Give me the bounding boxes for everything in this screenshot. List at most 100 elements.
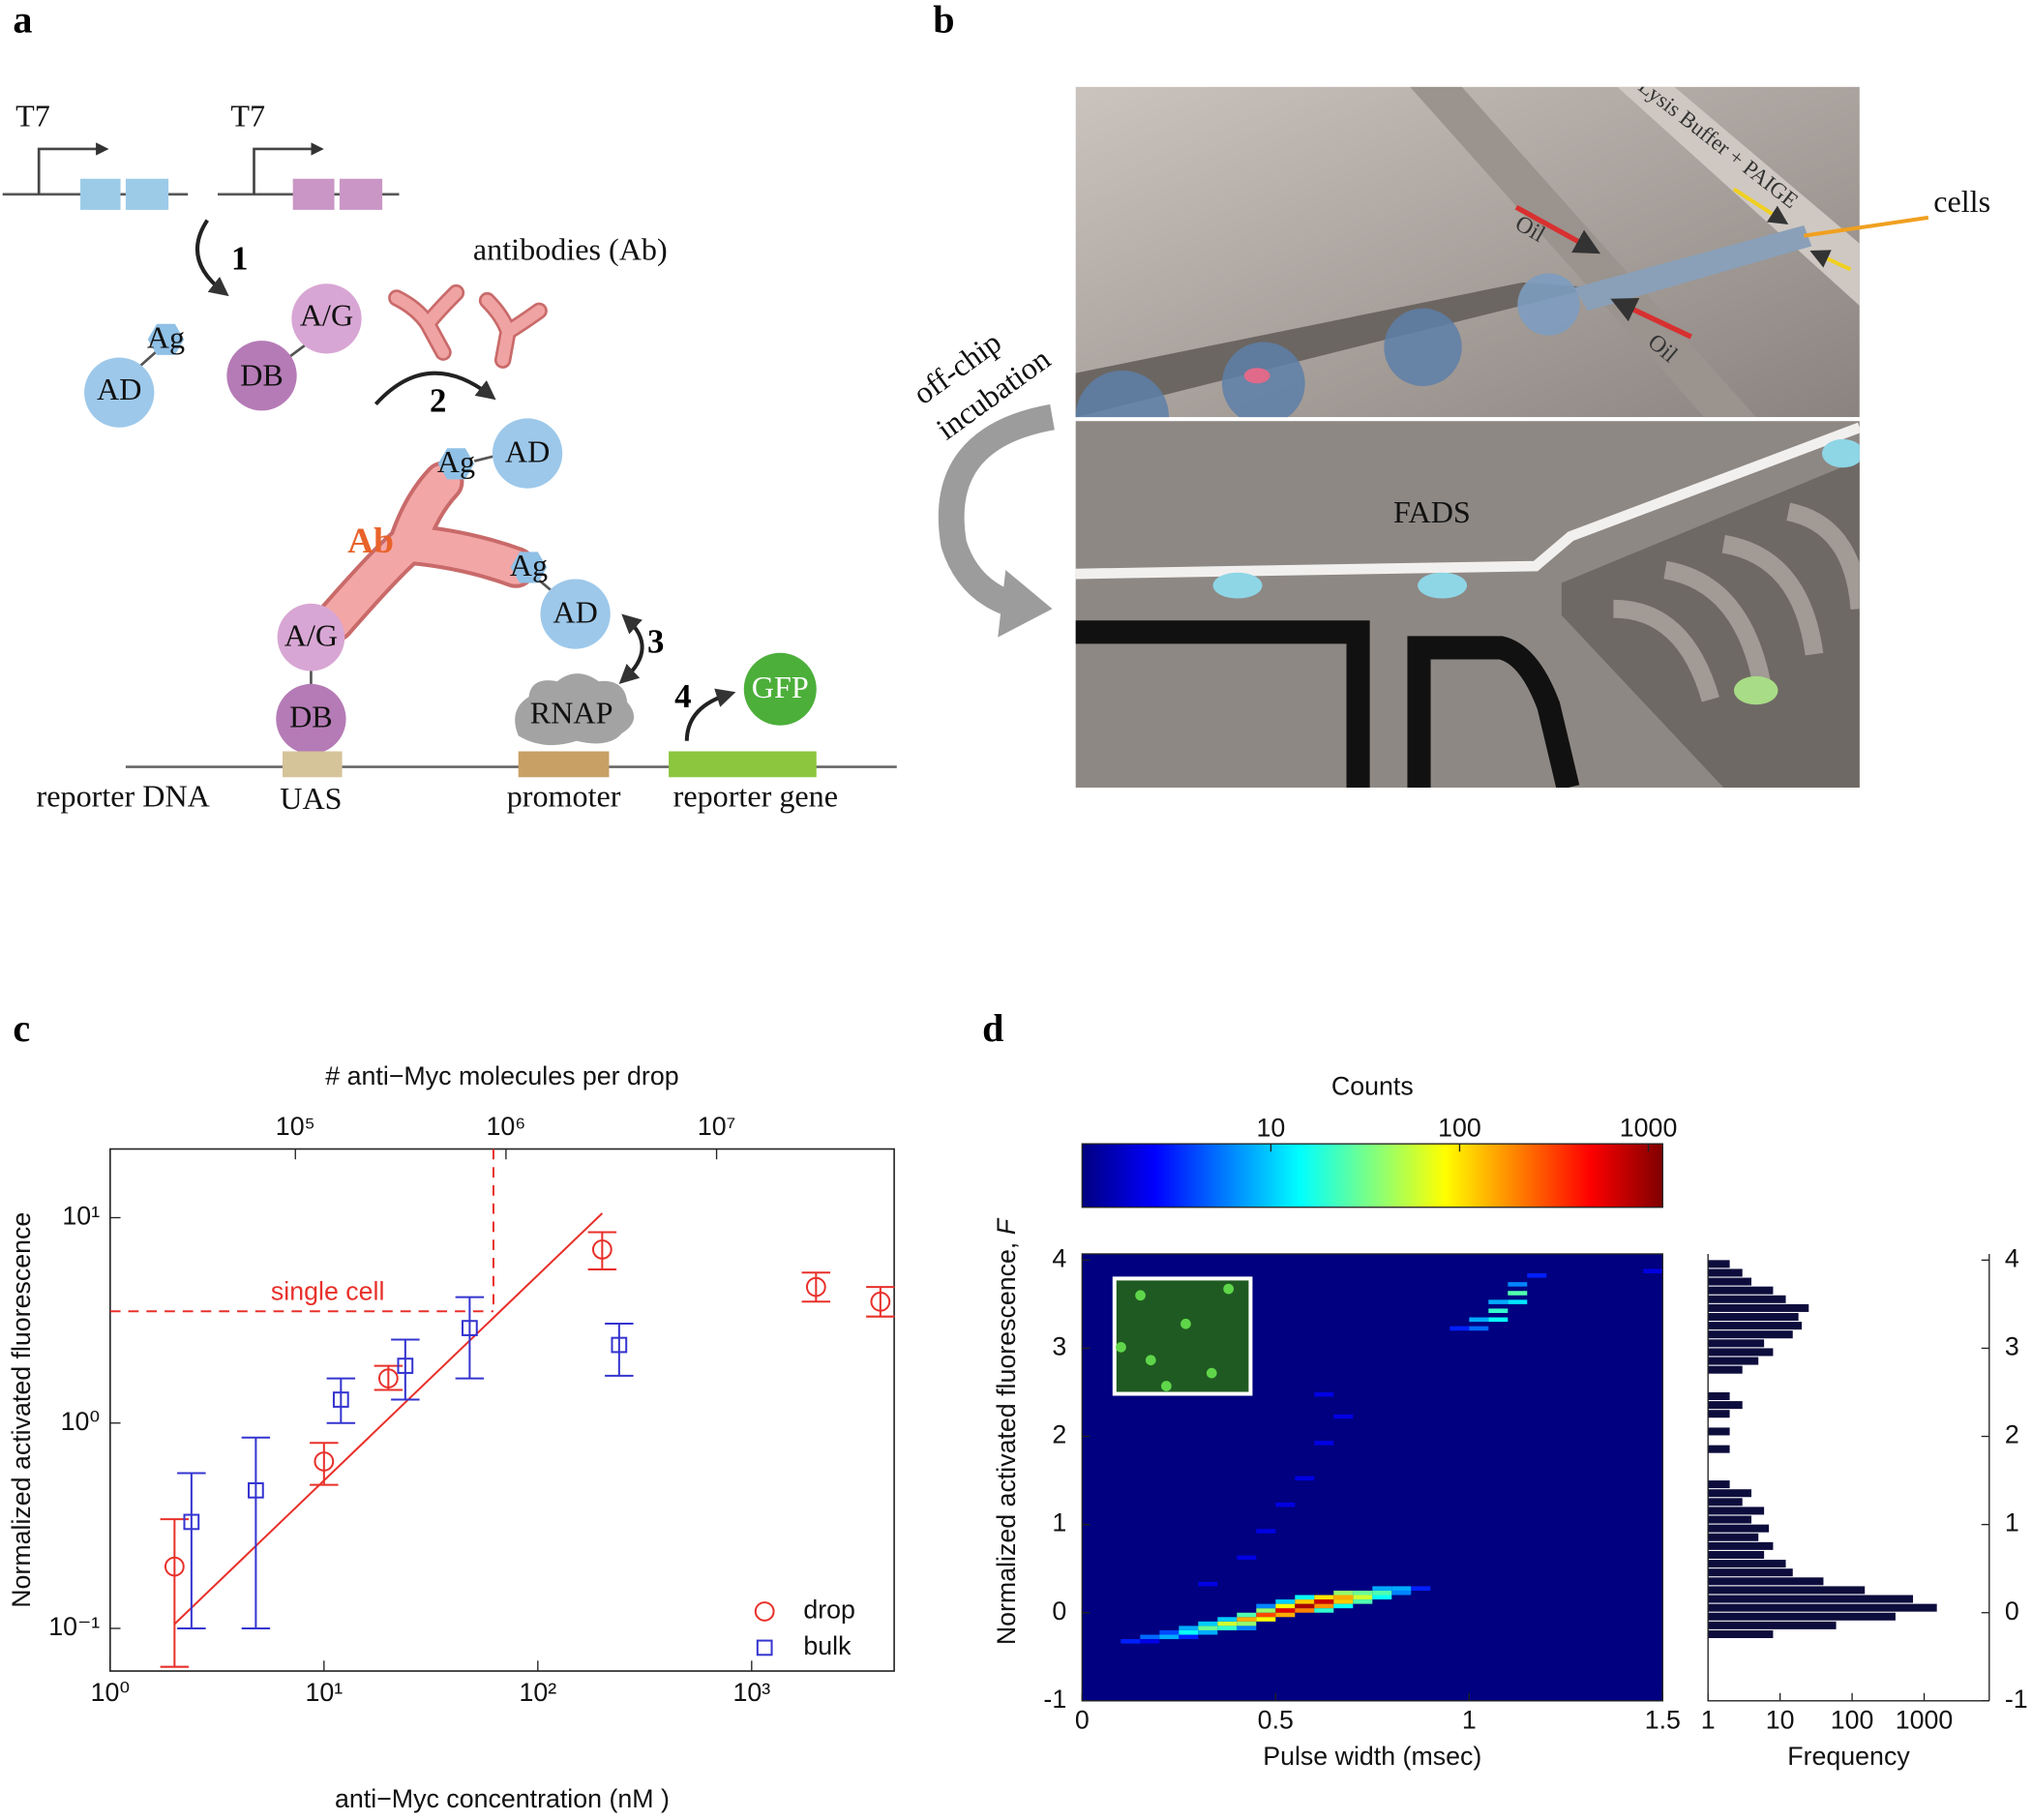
marker: [332, 1391, 349, 1408]
legend-marker: [754, 1601, 775, 1622]
panel-label: b: [933, 0, 954, 41]
label: Ag: [147, 319, 185, 354]
heatmap-cell: [1256, 1612, 1276, 1618]
histogram-bar: [1708, 1322, 1803, 1330]
flow-arrow: [1809, 250, 1852, 272]
y-tick-label: 1: [2005, 1508, 2019, 1537]
inset-dot: [1135, 1290, 1146, 1301]
heatmap-cell: [1237, 1555, 1257, 1561]
arrow: [374, 371, 496, 406]
step: 4: [674, 677, 691, 715]
label: AD: [97, 372, 141, 406]
marker: [591, 1238, 613, 1260]
x-tick-label: 10⁰: [91, 1678, 131, 1707]
y-tick-label: 1: [1052, 1508, 1066, 1537]
heatmap-cell: [1295, 1608, 1315, 1613]
x2-axis-label: # anti−Myc molecules per drop: [325, 1061, 678, 1090]
heatmap-cell: [1449, 1326, 1470, 1331]
colorbar-label: Counts: [1331, 1072, 1414, 1101]
histogram-bar: [1708, 1348, 1774, 1357]
ag-protein: [291, 283, 362, 354]
flow-arrow: [1732, 187, 1789, 224]
y-tick-label: 10⁻¹: [48, 1612, 100, 1641]
heatmap-cell: [1217, 1617, 1238, 1622]
heatmap-cell: [1237, 1621, 1257, 1626]
histogram-bar: [1708, 1507, 1765, 1515]
heatmap-cell: [1372, 1586, 1392, 1591]
chip-top: Lysis Buffer + PAIGE Oil Oil: [1075, 86, 1860, 418]
heatmap-cell: [1159, 1634, 1180, 1640]
heatmap-cell: [1314, 1391, 1334, 1397]
fit-line: [173, 1212, 604, 1626]
x-axis-label: anti−Myc concentration (nM ): [335, 1784, 670, 1813]
histogram-bar: [1708, 1260, 1730, 1268]
heatmap-cell: [1469, 1317, 1489, 1323]
heatmap-cell: [1140, 1634, 1160, 1640]
inset-dot: [1161, 1381, 1172, 1391]
histogram-bar: [1708, 1498, 1743, 1507]
heatmap-cell: [1198, 1621, 1218, 1626]
x2-tick-label: 10⁷: [698, 1112, 735, 1141]
reporter-box: [669, 751, 817, 778]
heatmap-cell: [1275, 1603, 1296, 1609]
heatmap-cell: [1275, 1599, 1296, 1604]
ad-domain: [492, 418, 563, 489]
legend-label: drop: [803, 1596, 855, 1625]
histogram-bar: [1708, 1277, 1752, 1286]
label: Ag: [437, 444, 475, 479]
histogram-bar: [1708, 1268, 1743, 1277]
antibody: [390, 286, 463, 359]
error-bar: [605, 1322, 634, 1377]
panel-label: d: [982, 1006, 1003, 1050]
heatmap-cell: [1333, 1599, 1354, 1604]
curved-arrow: [938, 403, 1056, 619]
channel: [1075, 422, 1860, 580]
heatmap-cell: [1643, 1268, 1663, 1273]
histogram-bar: [1708, 1339, 1765, 1348]
heatmap-cell: [1333, 1414, 1354, 1419]
inset-dot: [1206, 1367, 1217, 1379]
heatmap-cell: [1314, 1603, 1334, 1609]
histogram-bar: [1708, 1391, 1730, 1401]
histogram-bar: [1708, 1357, 1759, 1365]
histogram-bar: [1708, 1365, 1743, 1374]
heatmap-cell: [1488, 1317, 1509, 1323]
label: A/G: [300, 298, 353, 333]
error-bar: [391, 1338, 420, 1401]
heatmap-cell: [1488, 1308, 1509, 1313]
heatmap-cell: [1333, 1595, 1354, 1600]
droplet: [1075, 370, 1170, 418]
histogram-bar: [1708, 1295, 1786, 1303]
arrow: [618, 613, 644, 684]
marker: [462, 1320, 478, 1336]
x2-tick-label: 10⁵: [276, 1112, 315, 1141]
step: 3: [647, 623, 664, 661]
label: UAS: [280, 781, 342, 816]
x-tick-label: 10²: [519, 1678, 556, 1707]
histogram-bar: [1708, 1524, 1770, 1533]
histogram-bar: [1708, 1427, 1730, 1436]
heatmap-cell: [1198, 1629, 1218, 1635]
marker: [314, 1451, 335, 1472]
threshold-label: single cell: [271, 1277, 385, 1306]
heatmap-cell: [1295, 1599, 1315, 1604]
antigen: [437, 448, 475, 480]
heatmap-cell: [1314, 1599, 1334, 1604]
x-tick-label: 10¹: [305, 1678, 343, 1707]
droplet: [1733, 675, 1778, 705]
histogram-bar: [1708, 1480, 1730, 1489]
x-tick-label: 1.5: [1645, 1705, 1681, 1734]
y-axis-label-var: F: [992, 1217, 1021, 1235]
heatmap-cell: [1256, 1529, 1276, 1534]
error-bar: [241, 1436, 271, 1629]
y-tick-label: 0: [1052, 1596, 1066, 1626]
heatmap-cell: [1372, 1590, 1392, 1596]
groove: [1613, 502, 1860, 702]
arrow: [684, 688, 736, 741]
label: Ab: [347, 522, 394, 561]
heatmap-cell: [1508, 1282, 1528, 1287]
x-tick-label: 10³: [732, 1678, 770, 1707]
heatmap-cell: [1179, 1634, 1199, 1640]
electrode: [1407, 636, 1580, 788]
y-tick-label: 2: [2005, 1420, 2019, 1449]
